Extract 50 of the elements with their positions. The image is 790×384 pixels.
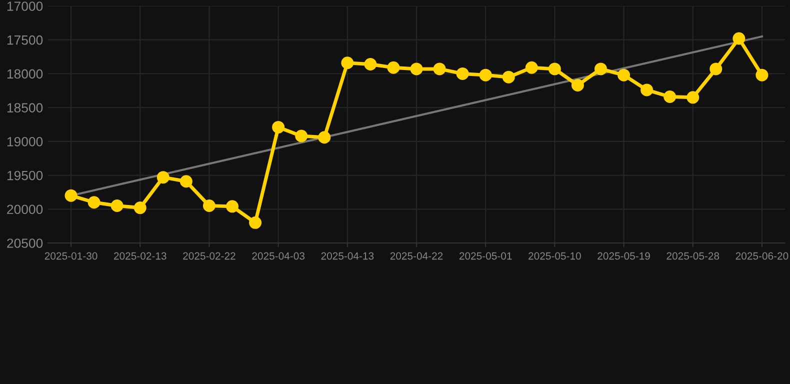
point — [226, 200, 238, 213]
point — [571, 78, 584, 92]
x-tick-label: 2025-05-10 — [528, 252, 581, 260]
x-tick-label: 2025-05-19 — [598, 252, 650, 260]
point — [202, 200, 216, 212]
point — [134, 202, 146, 214]
point — [664, 90, 676, 103]
point — [686, 91, 700, 104]
y-tick-label: 18000 — [7, 69, 43, 79]
y-tick-label: 17500 — [7, 35, 43, 45]
y-tick-label: 17000 — [7, 2, 43, 11]
y-tick-label: 19500 — [7, 170, 43, 180]
y-tick-label: 20000 — [7, 204, 43, 214]
point — [295, 130, 308, 142]
point — [640, 84, 654, 96]
point — [732, 32, 746, 45]
point — [156, 171, 170, 184]
point — [180, 175, 192, 188]
x-tick-label: 2025-04-03 — [252, 252, 304, 260]
x-tick-label: 2025-02-13 — [114, 252, 166, 260]
x-tick-label: 2025-04-13 — [321, 252, 374, 260]
x-tick-label: 2025-06-20 — [736, 252, 788, 260]
point — [88, 196, 100, 209]
y-tick-label: 20500 — [7, 238, 43, 248]
y-tick-label: 19000 — [7, 136, 43, 146]
point — [341, 56, 354, 70]
x-tick-label: 2025-05-01 — [459, 252, 512, 260]
x-tick-label: 2025-05-28 — [666, 252, 720, 260]
point — [387, 61, 400, 74]
point — [433, 62, 446, 76]
point — [64, 189, 78, 202]
point — [110, 200, 124, 212]
point — [318, 131, 331, 144]
point — [710, 62, 722, 76]
point — [594, 62, 607, 76]
x-tick-label: 2025-04-22 — [390, 252, 443, 260]
point — [502, 70, 515, 84]
point — [525, 61, 538, 74]
point — [548, 62, 561, 76]
point — [479, 68, 492, 82]
x-tick-label: 2025-01-30 — [44, 252, 98, 260]
point — [249, 216, 262, 229]
point — [364, 58, 377, 70]
point — [272, 120, 285, 134]
point — [618, 68, 630, 82]
point — [410, 62, 423, 76]
y-tick-label: 18500 — [7, 103, 43, 112]
point — [756, 68, 768, 82]
x-tick-label: 2025-02-22 — [183, 252, 236, 260]
point — [456, 67, 469, 80]
